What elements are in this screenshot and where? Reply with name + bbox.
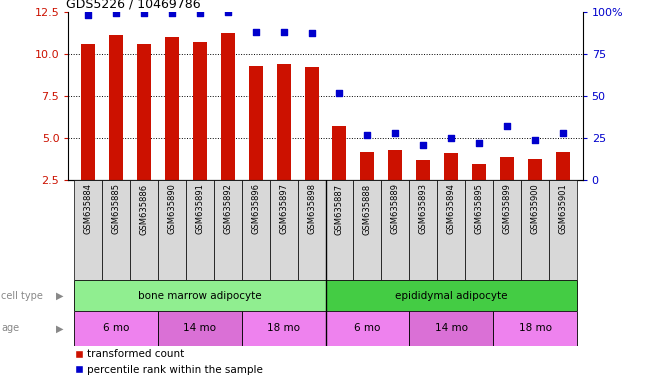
Bar: [389, 150, 402, 180]
Text: GSM635897: GSM635897: [279, 184, 288, 235]
Text: GSM635894: GSM635894: [447, 184, 456, 234]
Point: [307, 30, 317, 36]
Text: GSM635900: GSM635900: [531, 184, 540, 234]
Text: ▶: ▶: [56, 291, 64, 301]
Point: [474, 140, 484, 146]
Point: [502, 123, 512, 129]
Bar: [472, 164, 486, 180]
Text: epididymal adipocyte: epididymal adipocyte: [395, 291, 508, 301]
Bar: [444, 154, 458, 180]
Point: [223, 8, 233, 15]
FancyBboxPatch shape: [102, 180, 130, 280]
Point: [362, 132, 372, 138]
Text: GSM635889: GSM635889: [391, 184, 400, 235]
Text: 6 mo: 6 mo: [354, 323, 381, 333]
Bar: [165, 37, 179, 180]
FancyBboxPatch shape: [186, 180, 214, 280]
FancyBboxPatch shape: [381, 180, 409, 280]
Bar: [109, 35, 123, 180]
Text: GSM635885: GSM635885: [111, 184, 120, 235]
Bar: [528, 159, 542, 180]
Point: [334, 89, 344, 96]
Legend: transformed count, percentile rank within the sample: transformed count, percentile rank withi…: [70, 345, 267, 379]
FancyBboxPatch shape: [74, 180, 102, 280]
FancyBboxPatch shape: [493, 311, 577, 346]
FancyBboxPatch shape: [326, 280, 577, 311]
Text: GSM635893: GSM635893: [419, 184, 428, 235]
FancyBboxPatch shape: [214, 180, 242, 280]
Point: [251, 29, 261, 35]
Text: GSM635890: GSM635890: [167, 184, 176, 234]
Bar: [193, 42, 207, 180]
Point: [139, 10, 149, 16]
FancyBboxPatch shape: [409, 311, 493, 346]
FancyBboxPatch shape: [158, 180, 186, 280]
FancyBboxPatch shape: [270, 180, 298, 280]
FancyBboxPatch shape: [353, 180, 381, 280]
FancyBboxPatch shape: [74, 311, 158, 346]
Point: [530, 137, 540, 143]
Point: [418, 142, 428, 148]
Bar: [333, 126, 346, 180]
Text: GSM635896: GSM635896: [251, 184, 260, 235]
Bar: [361, 152, 374, 180]
Bar: [277, 64, 290, 180]
Text: 14 mo: 14 mo: [435, 323, 468, 333]
Point: [167, 10, 177, 16]
FancyBboxPatch shape: [74, 280, 326, 311]
Bar: [137, 44, 151, 180]
Text: 18 mo: 18 mo: [519, 323, 551, 333]
Text: GSM635884: GSM635884: [83, 184, 92, 235]
Text: bone marrow adipocyte: bone marrow adipocyte: [138, 291, 262, 301]
Bar: [500, 157, 514, 180]
Text: GSM635888: GSM635888: [363, 184, 372, 235]
Text: GSM635892: GSM635892: [223, 184, 232, 234]
FancyBboxPatch shape: [409, 180, 437, 280]
Point: [83, 12, 93, 18]
Text: GSM635891: GSM635891: [195, 184, 204, 234]
Point: [390, 130, 400, 136]
Bar: [417, 160, 430, 180]
Text: 14 mo: 14 mo: [183, 323, 216, 333]
Point: [279, 29, 289, 35]
FancyBboxPatch shape: [242, 311, 326, 346]
Point: [558, 130, 568, 136]
FancyBboxPatch shape: [130, 180, 158, 280]
FancyBboxPatch shape: [465, 180, 493, 280]
Text: GSM635887: GSM635887: [335, 184, 344, 235]
FancyBboxPatch shape: [437, 180, 465, 280]
Text: GSM635886: GSM635886: [139, 184, 148, 235]
FancyBboxPatch shape: [326, 180, 353, 280]
Text: GSM635901: GSM635901: [559, 184, 568, 234]
Text: GSM635895: GSM635895: [475, 184, 484, 234]
Text: 18 mo: 18 mo: [267, 323, 300, 333]
Point: [111, 10, 121, 16]
Bar: [81, 44, 95, 180]
FancyBboxPatch shape: [242, 180, 270, 280]
FancyBboxPatch shape: [298, 180, 326, 280]
Text: GDS5226 / 10469786: GDS5226 / 10469786: [66, 0, 201, 10]
FancyBboxPatch shape: [493, 180, 521, 280]
Bar: [221, 33, 234, 180]
Text: 6 mo: 6 mo: [103, 323, 129, 333]
Bar: [305, 67, 318, 180]
Text: GSM635898: GSM635898: [307, 184, 316, 235]
FancyBboxPatch shape: [326, 311, 409, 346]
Bar: [556, 152, 570, 180]
Point: [446, 135, 456, 141]
Bar: [249, 66, 262, 180]
Text: cell type: cell type: [1, 291, 43, 301]
Text: ▶: ▶: [56, 323, 64, 333]
FancyBboxPatch shape: [549, 180, 577, 280]
Point: [195, 10, 205, 16]
Text: age: age: [1, 323, 20, 333]
FancyBboxPatch shape: [158, 311, 242, 346]
FancyBboxPatch shape: [521, 180, 549, 280]
Text: GSM635899: GSM635899: [503, 184, 512, 234]
